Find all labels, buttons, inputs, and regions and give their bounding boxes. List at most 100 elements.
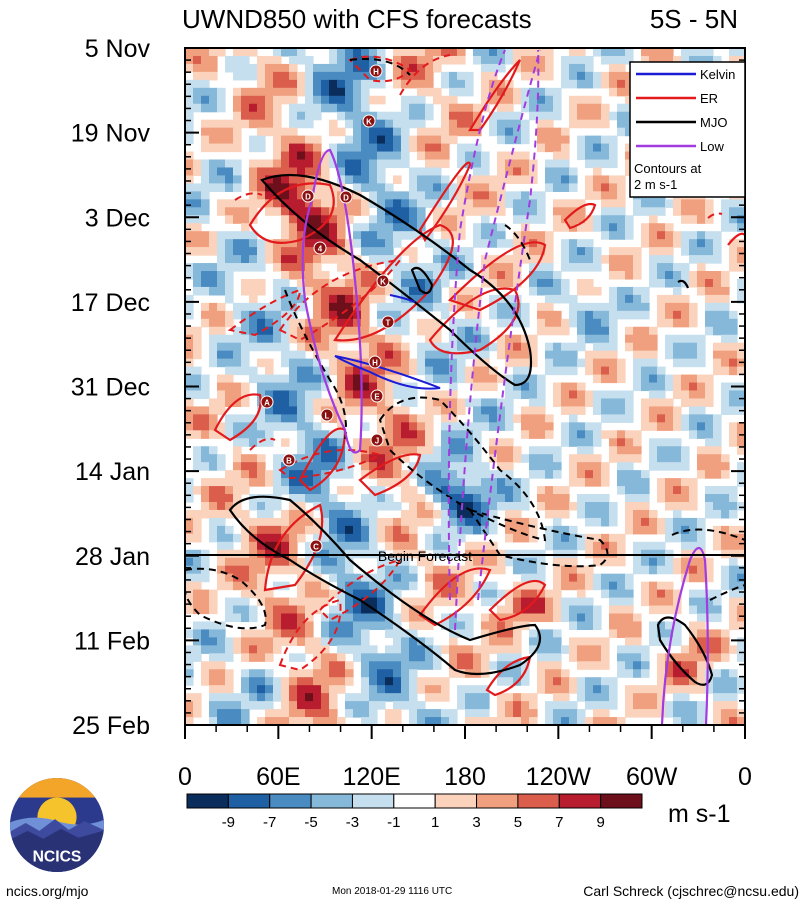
anomaly-cell xyxy=(697,382,706,392)
anomaly-cell xyxy=(665,637,674,646)
anomaly-cell xyxy=(417,342,426,352)
anomaly-cell xyxy=(273,143,282,153)
anomaly-cell xyxy=(545,167,554,177)
anomaly-cell xyxy=(609,215,618,224)
anomaly-cell xyxy=(561,183,570,192)
anomaly-cell xyxy=(393,541,402,551)
anomaly-cell xyxy=(561,605,570,615)
anomaly-cell xyxy=(353,501,362,511)
anomaly-cell xyxy=(241,111,250,121)
anomaly-cell xyxy=(689,669,698,678)
anomaly-cell xyxy=(249,366,258,376)
anomaly-cell xyxy=(409,390,418,400)
anomaly-cell xyxy=(489,63,498,73)
anomaly-cell xyxy=(649,223,658,232)
anomaly-cell xyxy=(481,422,490,431)
anomaly-cell xyxy=(513,390,522,400)
anomaly-cell xyxy=(393,215,402,224)
anomaly-cell xyxy=(625,494,634,503)
anomaly-cell xyxy=(337,199,346,208)
anomaly-cell xyxy=(681,342,690,352)
anomaly-cell xyxy=(505,350,514,360)
anomaly-cell xyxy=(209,589,218,599)
anomaly-cell xyxy=(249,247,258,256)
anomaly-cell xyxy=(593,366,602,376)
anomaly-cell xyxy=(321,533,330,543)
anomaly-cell xyxy=(297,613,306,623)
anomaly-cell xyxy=(737,637,745,646)
anomaly-cell xyxy=(521,231,530,240)
anomaly-cell xyxy=(297,605,306,615)
anomaly-cell xyxy=(217,127,226,137)
anomaly-cell xyxy=(473,55,482,65)
anomaly-cell xyxy=(393,374,402,384)
anomaly-cell xyxy=(257,342,266,352)
anomaly-cell xyxy=(497,199,506,208)
anomaly-cell xyxy=(385,183,394,192)
anomaly-cell xyxy=(297,430,306,439)
anomaly-cell xyxy=(569,247,578,256)
anomaly-cell xyxy=(497,255,506,264)
anomaly-cell xyxy=(305,239,314,248)
anomaly-cell xyxy=(697,199,706,208)
anomaly-cell xyxy=(481,517,490,527)
anomaly-cell xyxy=(649,446,658,455)
anomaly-cell xyxy=(433,271,442,280)
anomaly-cell xyxy=(657,454,666,463)
anomaly-cell xyxy=(329,533,338,543)
anomaly-cell xyxy=(329,494,338,503)
anomaly-cell xyxy=(353,438,362,447)
anomaly-cell xyxy=(505,605,514,615)
anomaly-cell xyxy=(353,326,362,336)
anomaly-cell xyxy=(281,127,290,137)
anomaly-cell xyxy=(369,685,378,694)
colorbar-swatch xyxy=(269,793,312,809)
anomaly-cell xyxy=(329,653,338,662)
anomaly-cell xyxy=(513,263,522,272)
anomaly-cell xyxy=(377,470,386,479)
anomaly-cell xyxy=(721,462,730,471)
anomaly-cell xyxy=(705,55,714,65)
anomaly-cell xyxy=(553,286,562,296)
anomaly-cell xyxy=(721,637,730,646)
anomaly-cell xyxy=(417,597,426,607)
anomaly-cell xyxy=(529,95,538,105)
anomaly-cell xyxy=(505,103,514,113)
anomaly-cell xyxy=(633,693,642,702)
anomaly-cell xyxy=(505,693,514,702)
anomaly-cell xyxy=(369,95,378,105)
anomaly-cell xyxy=(241,398,250,408)
anomaly-cell xyxy=(585,278,594,288)
anomaly-cell xyxy=(441,693,450,702)
anomaly-cell xyxy=(345,541,354,551)
anomaly-cell xyxy=(721,271,730,280)
anomaly-cell xyxy=(209,143,218,153)
anomaly-cell xyxy=(297,525,306,535)
anomaly-cell xyxy=(649,239,658,248)
anomaly-cell xyxy=(721,215,730,224)
anomaly-cell xyxy=(529,334,538,344)
anomaly-cell xyxy=(273,286,282,296)
anomaly-cell xyxy=(569,470,578,479)
anomaly-cell xyxy=(561,709,570,718)
anomaly-cell xyxy=(713,717,722,725)
anomaly-cell xyxy=(233,87,242,97)
anomaly-cell xyxy=(481,191,490,200)
anomaly-cell xyxy=(385,350,394,360)
anomaly-cell xyxy=(233,470,242,479)
anomaly-cell xyxy=(185,199,194,208)
anomaly-cell xyxy=(641,223,650,232)
anomaly-cell xyxy=(345,605,354,615)
anomaly-cell xyxy=(497,454,506,463)
anomaly-cell xyxy=(465,127,474,137)
anomaly-cell xyxy=(497,661,506,670)
anomaly-cell xyxy=(305,454,314,463)
anomaly-cell xyxy=(297,247,306,256)
anomaly-cell xyxy=(665,247,674,256)
anomaly-cell xyxy=(273,135,282,145)
anomaly-cell xyxy=(489,191,498,200)
anomaly-cell xyxy=(225,677,234,686)
anomaly-cell xyxy=(209,693,218,702)
footer-url[interactable]: ncics.org/mjo xyxy=(6,883,89,899)
anomaly-cell xyxy=(329,621,338,631)
